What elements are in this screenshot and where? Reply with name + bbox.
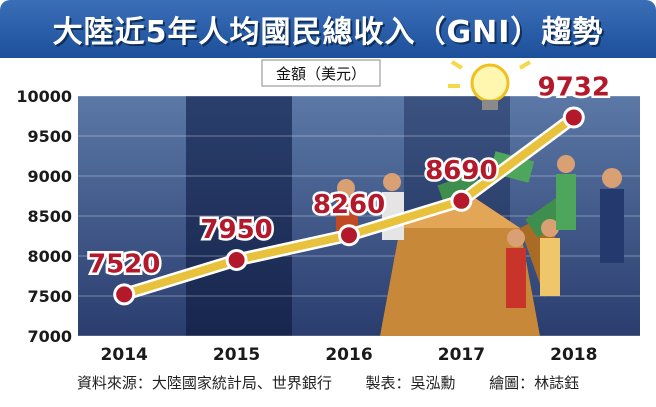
unit-label-box: 金額（美元） [261,59,381,87]
y-tick-label: 9000 [27,167,72,186]
maker-note: 製表：吳泓勳 [365,374,456,392]
data-point [565,109,582,126]
artist-note: 繪圖：林誌鈺 [489,374,580,392]
x-axis-ticks: 2014 2015 2016 2017 2018 [101,345,598,365]
x-tick-label: 2016 [325,345,372,365]
y-tick-label: 8500 [27,207,72,226]
y-tick-label: 7000 [27,327,72,346]
data-label: 9732 [538,72,610,102]
chart-title: 大陸近5年人均國民總收入（GNI）趨勢 [52,15,604,50]
y-axis-ticks: 7000 7500 8000 8500 9000 9500 10000 [16,87,72,346]
data-label: 8260 [313,190,385,220]
data-label: 7950 [200,215,272,245]
y-tick-label: 8000 [27,247,72,266]
source-note: 資料來源：大陸國家統計局、世界銀行 [76,374,332,392]
title-bar [0,0,656,58]
data-point [228,252,245,268]
data-point [116,286,133,303]
cheering-people-icon [336,155,624,308]
x-tick-label: 2015 [213,345,260,365]
unit-label: 金額（美元） [276,65,366,83]
footer: 資料來源：大陸國家統計局、世界銀行 製表：吳泓勳 繪圖：林誌鈺 [0,372,656,396]
x-tick-label: 2018 [550,345,597,365]
y-tick-label: 7500 [27,287,72,306]
data-points [113,106,585,306]
data-point [341,227,357,244]
data-labels: 7520 7950 8260 8690 9732 [86,70,613,282]
data-label: 7520 [88,249,160,279]
lightbulb-icon [448,60,532,110]
y-tick-label: 9500 [27,127,72,146]
x-tick-label: 2017 [438,345,485,365]
x-tick-label: 2014 [101,345,148,365]
data-point [453,192,470,209]
y-tick-label: 10000 [16,87,72,106]
plot-band-2015 [186,96,292,336]
data-label: 8690 [425,156,497,186]
